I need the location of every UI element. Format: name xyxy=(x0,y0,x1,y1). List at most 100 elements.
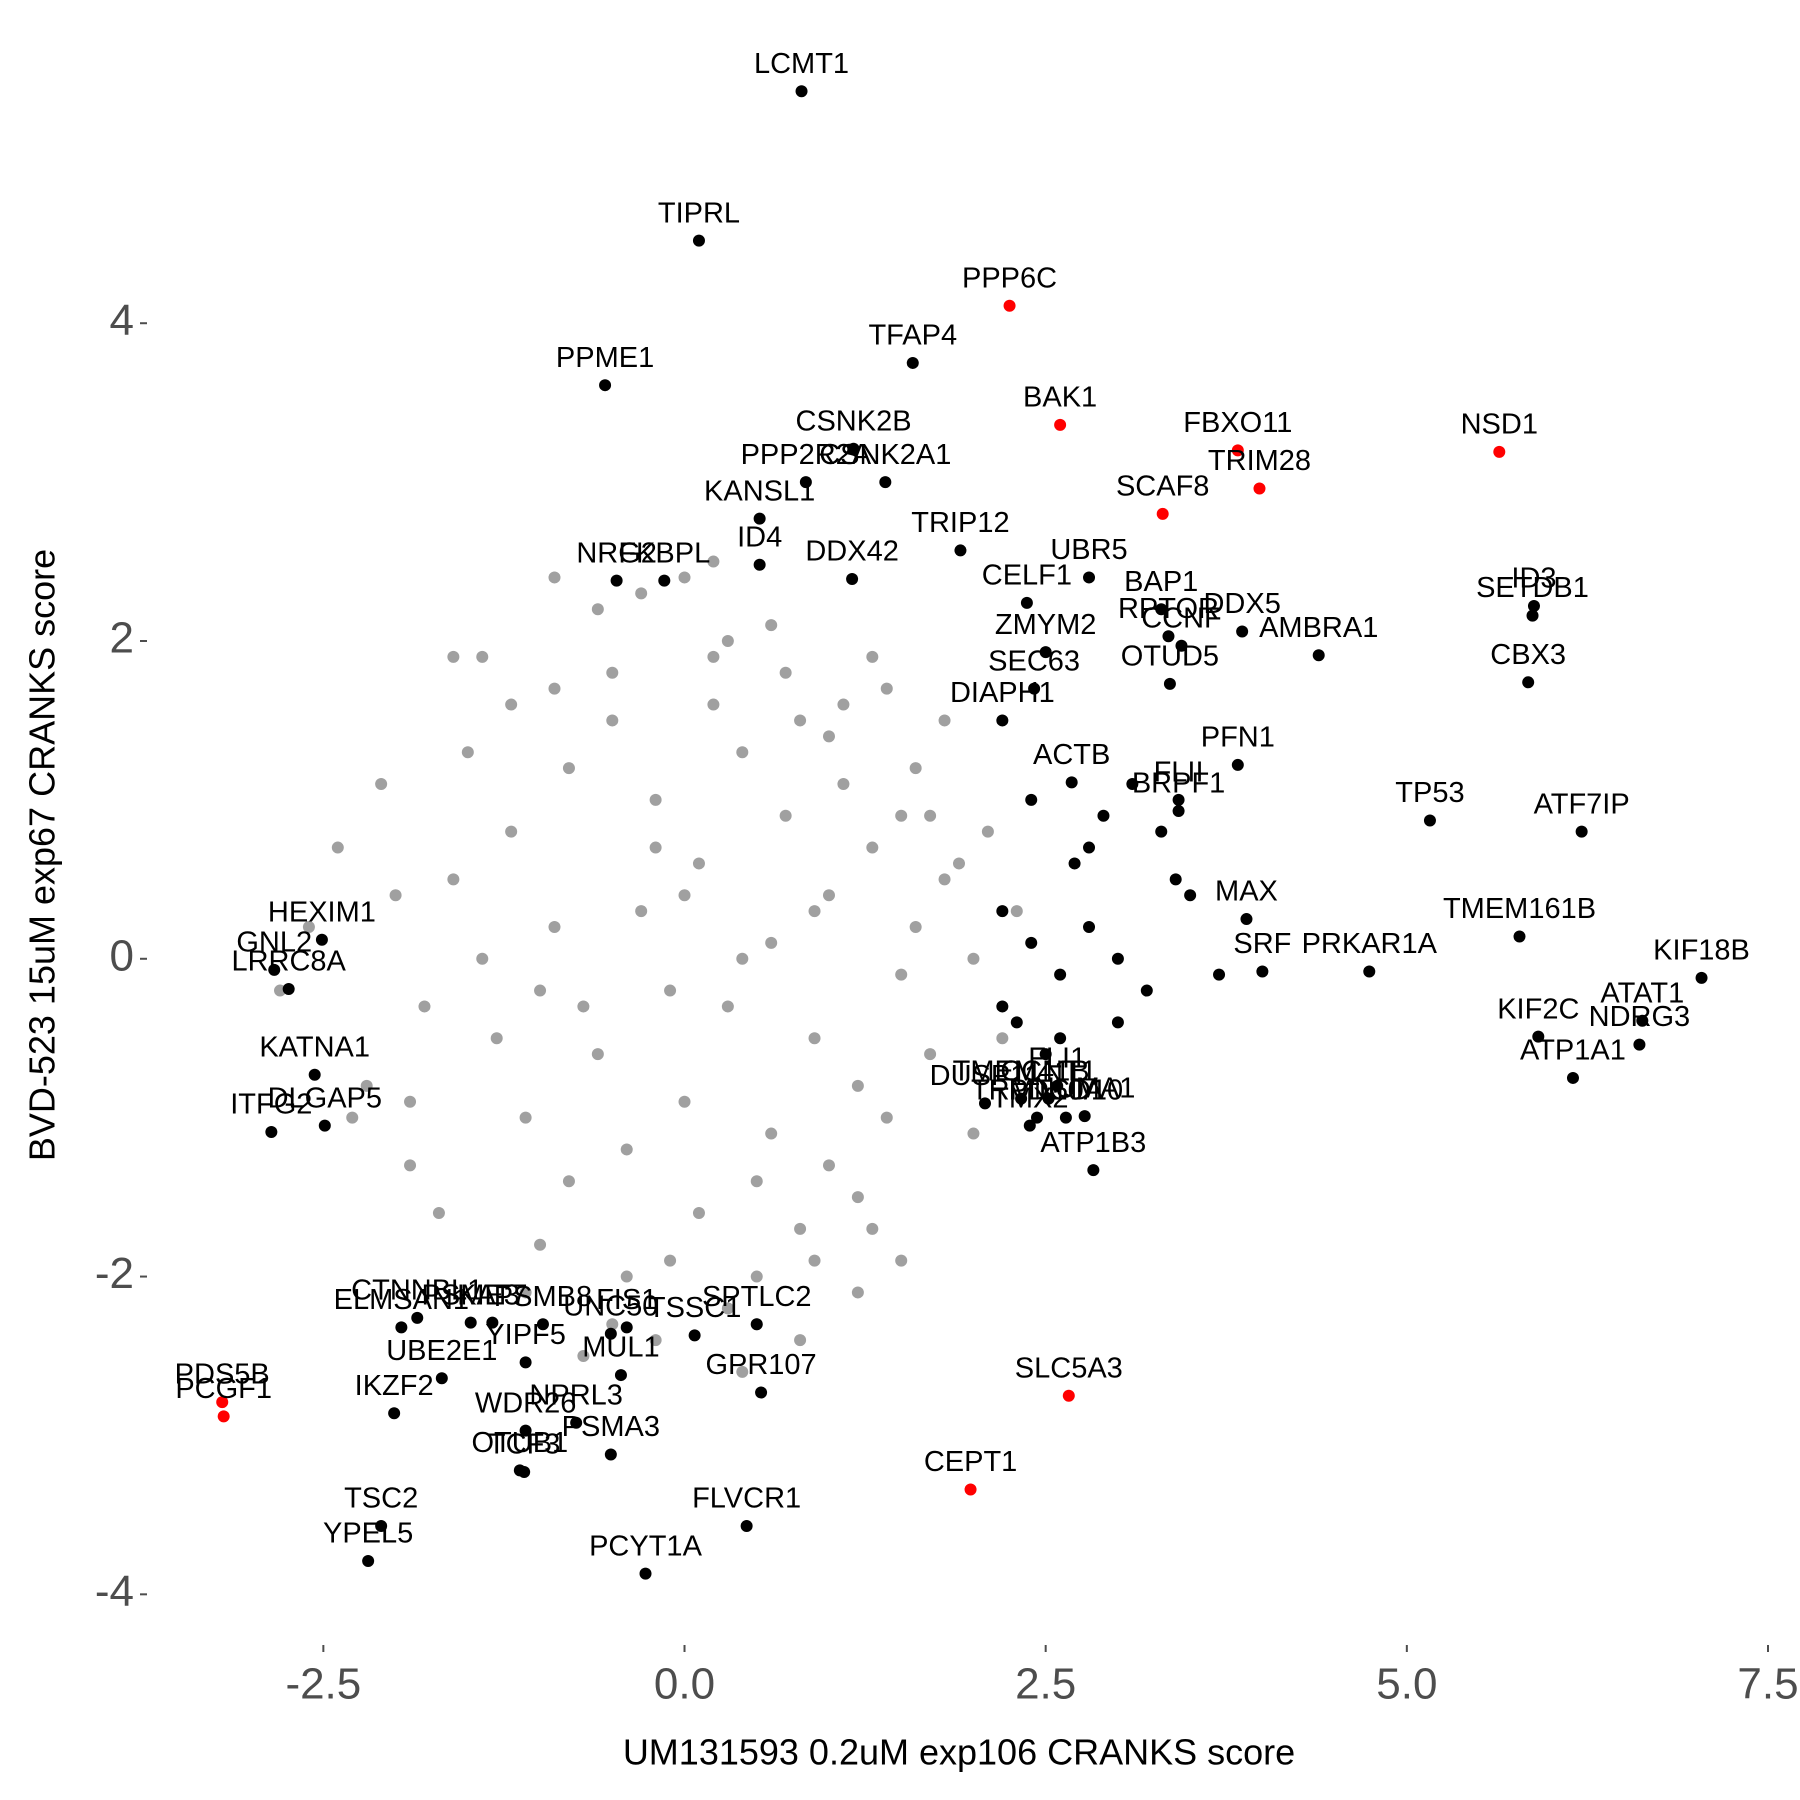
point-label: RPTOR xyxy=(1118,593,1219,625)
point xyxy=(649,841,662,854)
labeled-point xyxy=(513,1464,526,1477)
point-label: ATP1B3 xyxy=(1040,1127,1146,1159)
point xyxy=(664,984,677,997)
point xyxy=(505,825,518,838)
labeled-point xyxy=(1156,507,1169,520)
y-tick-label: -4 xyxy=(95,1567,134,1616)
labeled-point xyxy=(519,1356,532,1369)
y-tick-label: 0 xyxy=(110,931,134,980)
point xyxy=(924,1048,937,1061)
labeled-point xyxy=(1051,1079,1064,1092)
point xyxy=(822,889,835,902)
point xyxy=(1111,952,1124,965)
point xyxy=(736,1365,749,1378)
point-label: ELMSAN1 xyxy=(334,1284,469,1316)
point xyxy=(447,650,460,663)
point xyxy=(707,555,720,568)
point-label: GPR107 xyxy=(705,1349,816,1381)
point-label: GNL2 xyxy=(236,927,312,959)
point-label: TSSC1 xyxy=(648,1292,741,1324)
labeled-point xyxy=(658,574,671,587)
labeled-point xyxy=(1526,609,1539,622)
y-tick-label: 2 xyxy=(110,614,134,663)
x-tick-label: -2.5 xyxy=(285,1660,361,1709)
point-label: CELF1 xyxy=(982,560,1072,592)
labeled-point xyxy=(1231,758,1244,771)
labeled-point xyxy=(1522,676,1535,689)
point-label: IKZF2 xyxy=(355,1370,434,1402)
point-label: MUL1 xyxy=(582,1332,659,1364)
y-tick-label: -2 xyxy=(95,1249,134,1298)
point-label: ATAT1 xyxy=(1600,977,1684,1009)
point-label: PSMA3 xyxy=(562,1411,660,1443)
point-label: NRG2 xyxy=(576,537,657,569)
point xyxy=(967,1127,980,1140)
point-label: BAP1 xyxy=(1124,566,1198,598)
point-label: PCYT1A xyxy=(589,1530,702,1562)
labeled-point xyxy=(318,1119,331,1132)
labeled-point xyxy=(795,85,808,98)
labeled-point xyxy=(1162,630,1175,643)
point xyxy=(1126,778,1139,790)
point-label: UNC50 xyxy=(563,1290,658,1322)
point-label: FLII xyxy=(1154,757,1204,789)
point-label: NPRL3 xyxy=(529,1379,623,1411)
point xyxy=(635,587,648,600)
point-label: OTUD5 xyxy=(1121,641,1219,673)
x-axis-title: UM131593 0.2uM exp106 CRANKS score xyxy=(623,1732,1295,1773)
point xyxy=(808,1032,821,1045)
labeled-point xyxy=(464,1316,477,1329)
point-label: PDS5B xyxy=(175,1359,270,1391)
labeled-point xyxy=(1155,603,1168,616)
labeled-point xyxy=(599,379,612,392)
point xyxy=(721,1000,734,1013)
labeled-point xyxy=(1575,825,1588,838)
labeled-point xyxy=(620,1321,633,1334)
point xyxy=(750,1270,763,1283)
point xyxy=(360,1079,373,1092)
labeled-point xyxy=(1172,793,1185,806)
labeled-point xyxy=(1566,1071,1579,1084)
x-tick-label: 5.0 xyxy=(1376,1660,1437,1709)
point xyxy=(562,1175,575,1188)
labeled-point xyxy=(388,1407,401,1420)
point xyxy=(591,1048,604,1061)
labeled-point xyxy=(964,1483,977,1496)
point xyxy=(447,873,460,886)
point xyxy=(794,714,807,727)
point-label: SPTLC2 xyxy=(702,1281,812,1313)
point-label: SEC63 xyxy=(988,645,1080,677)
point xyxy=(692,857,705,870)
point-label: DIAPH1 xyxy=(950,677,1055,709)
labeled-point xyxy=(1236,625,1249,638)
point xyxy=(1155,825,1168,838)
point xyxy=(794,1222,807,1235)
point xyxy=(1068,857,1081,870)
point xyxy=(808,905,821,918)
labeled-point xyxy=(614,1369,627,1382)
labeled-point xyxy=(1532,1030,1545,1043)
point xyxy=(678,1095,691,1108)
labeled-point xyxy=(315,933,328,946)
labeled-point xyxy=(846,573,859,586)
point xyxy=(490,1032,503,1045)
labeled-point xyxy=(1513,930,1526,943)
point-label: DUSP11 xyxy=(930,1060,1041,1092)
point-label: PPP2R2A xyxy=(741,439,872,471)
point xyxy=(851,1191,864,1204)
point-label: TCF3 xyxy=(488,1429,561,1461)
point xyxy=(678,889,691,902)
labeled-point xyxy=(692,234,705,247)
labeled-point xyxy=(996,714,1009,727)
point xyxy=(707,698,720,711)
point xyxy=(909,921,922,933)
point xyxy=(620,1270,633,1283)
labeled-point xyxy=(740,1520,753,1533)
point-label: DDX42 xyxy=(805,536,899,568)
labeled-point xyxy=(486,1316,499,1329)
point xyxy=(404,1095,417,1108)
point xyxy=(996,1032,1009,1045)
point xyxy=(548,921,561,933)
labeled-point xyxy=(753,512,766,525)
